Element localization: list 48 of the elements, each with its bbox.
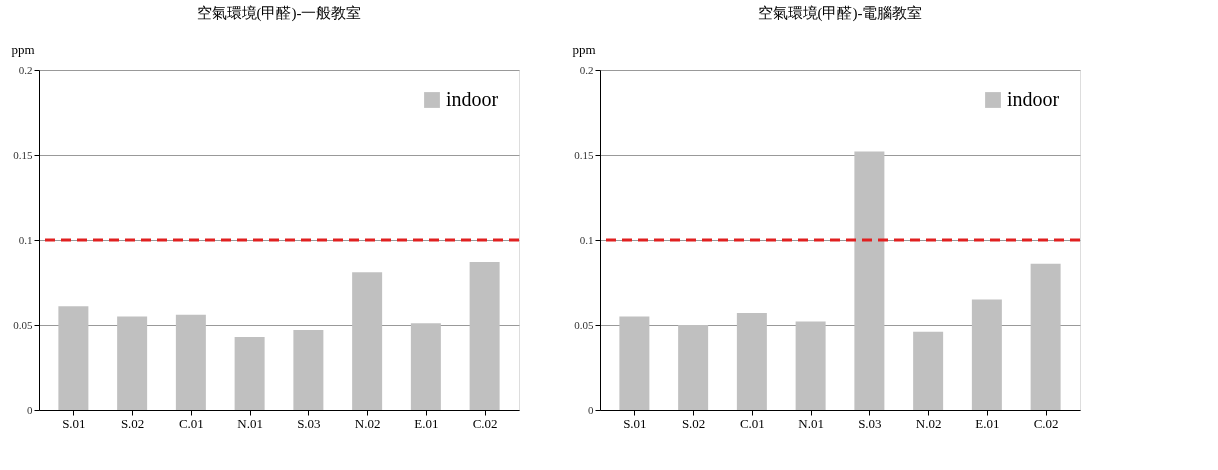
y-tick-label: 0.2	[579, 63, 594, 76]
x-tick-label: S.01	[623, 415, 647, 431]
bar	[913, 331, 944, 410]
bar	[795, 321, 826, 410]
x-tick-label: N.01	[798, 415, 824, 431]
bar	[58, 306, 89, 410]
x-tick-label: S.01	[62, 415, 86, 431]
bar	[352, 272, 383, 410]
bar	[854, 151, 885, 410]
x-tick-label: C.02	[1033, 415, 1059, 431]
y-tick-label: 0.15	[13, 148, 33, 161]
bar	[619, 316, 650, 410]
chart-title: 空氣環境(甲醛)-一般教室	[196, 5, 362, 22]
bar	[410, 323, 441, 410]
bar	[469, 262, 500, 410]
y-tick-label: 0.2	[18, 63, 33, 76]
x-tick-label: C.01	[178, 415, 204, 431]
x-tick-label: N.02	[915, 415, 942, 431]
legend-label: indoor	[446, 88, 499, 110]
y-tick-label: 0	[588, 403, 594, 416]
bar	[117, 316, 148, 410]
y-tick-label: 0.1	[579, 233, 594, 246]
bar	[234, 336, 265, 410]
x-tick-label: C.02	[472, 415, 498, 431]
legend-label: indoor	[1007, 88, 1060, 110]
y-tick-label: 0.05	[13, 318, 33, 331]
y-tick-label: 0.15	[574, 148, 594, 161]
x-tick-label: S.03	[297, 415, 321, 431]
bar	[736, 313, 767, 410]
y-tick-label: 0.05	[574, 318, 594, 331]
y-tick-label: 0	[27, 403, 33, 416]
x-tick-label: E.01	[975, 415, 1000, 431]
bar	[175, 314, 206, 410]
x-tick-label: C.01	[739, 415, 765, 431]
x-tick-label: S.03	[858, 415, 882, 431]
x-tick-label: E.01	[414, 415, 439, 431]
bar	[971, 299, 1002, 410]
x-tick-label: S.02	[120, 415, 145, 431]
x-tick-label: S.02	[681, 415, 706, 431]
bar	[293, 330, 324, 410]
bar	[678, 325, 709, 410]
y-tick-label: 0.1	[18, 233, 33, 246]
y-axis-title: ppm	[572, 41, 596, 57]
x-tick-label: N.02	[354, 415, 381, 431]
x-tick-label: N.01	[237, 415, 263, 431]
y-axis-title: ppm	[11, 41, 35, 57]
bar	[1030, 263, 1061, 410]
chart-title: 空氣環境(甲醛)-電腦教室	[757, 5, 923, 22]
